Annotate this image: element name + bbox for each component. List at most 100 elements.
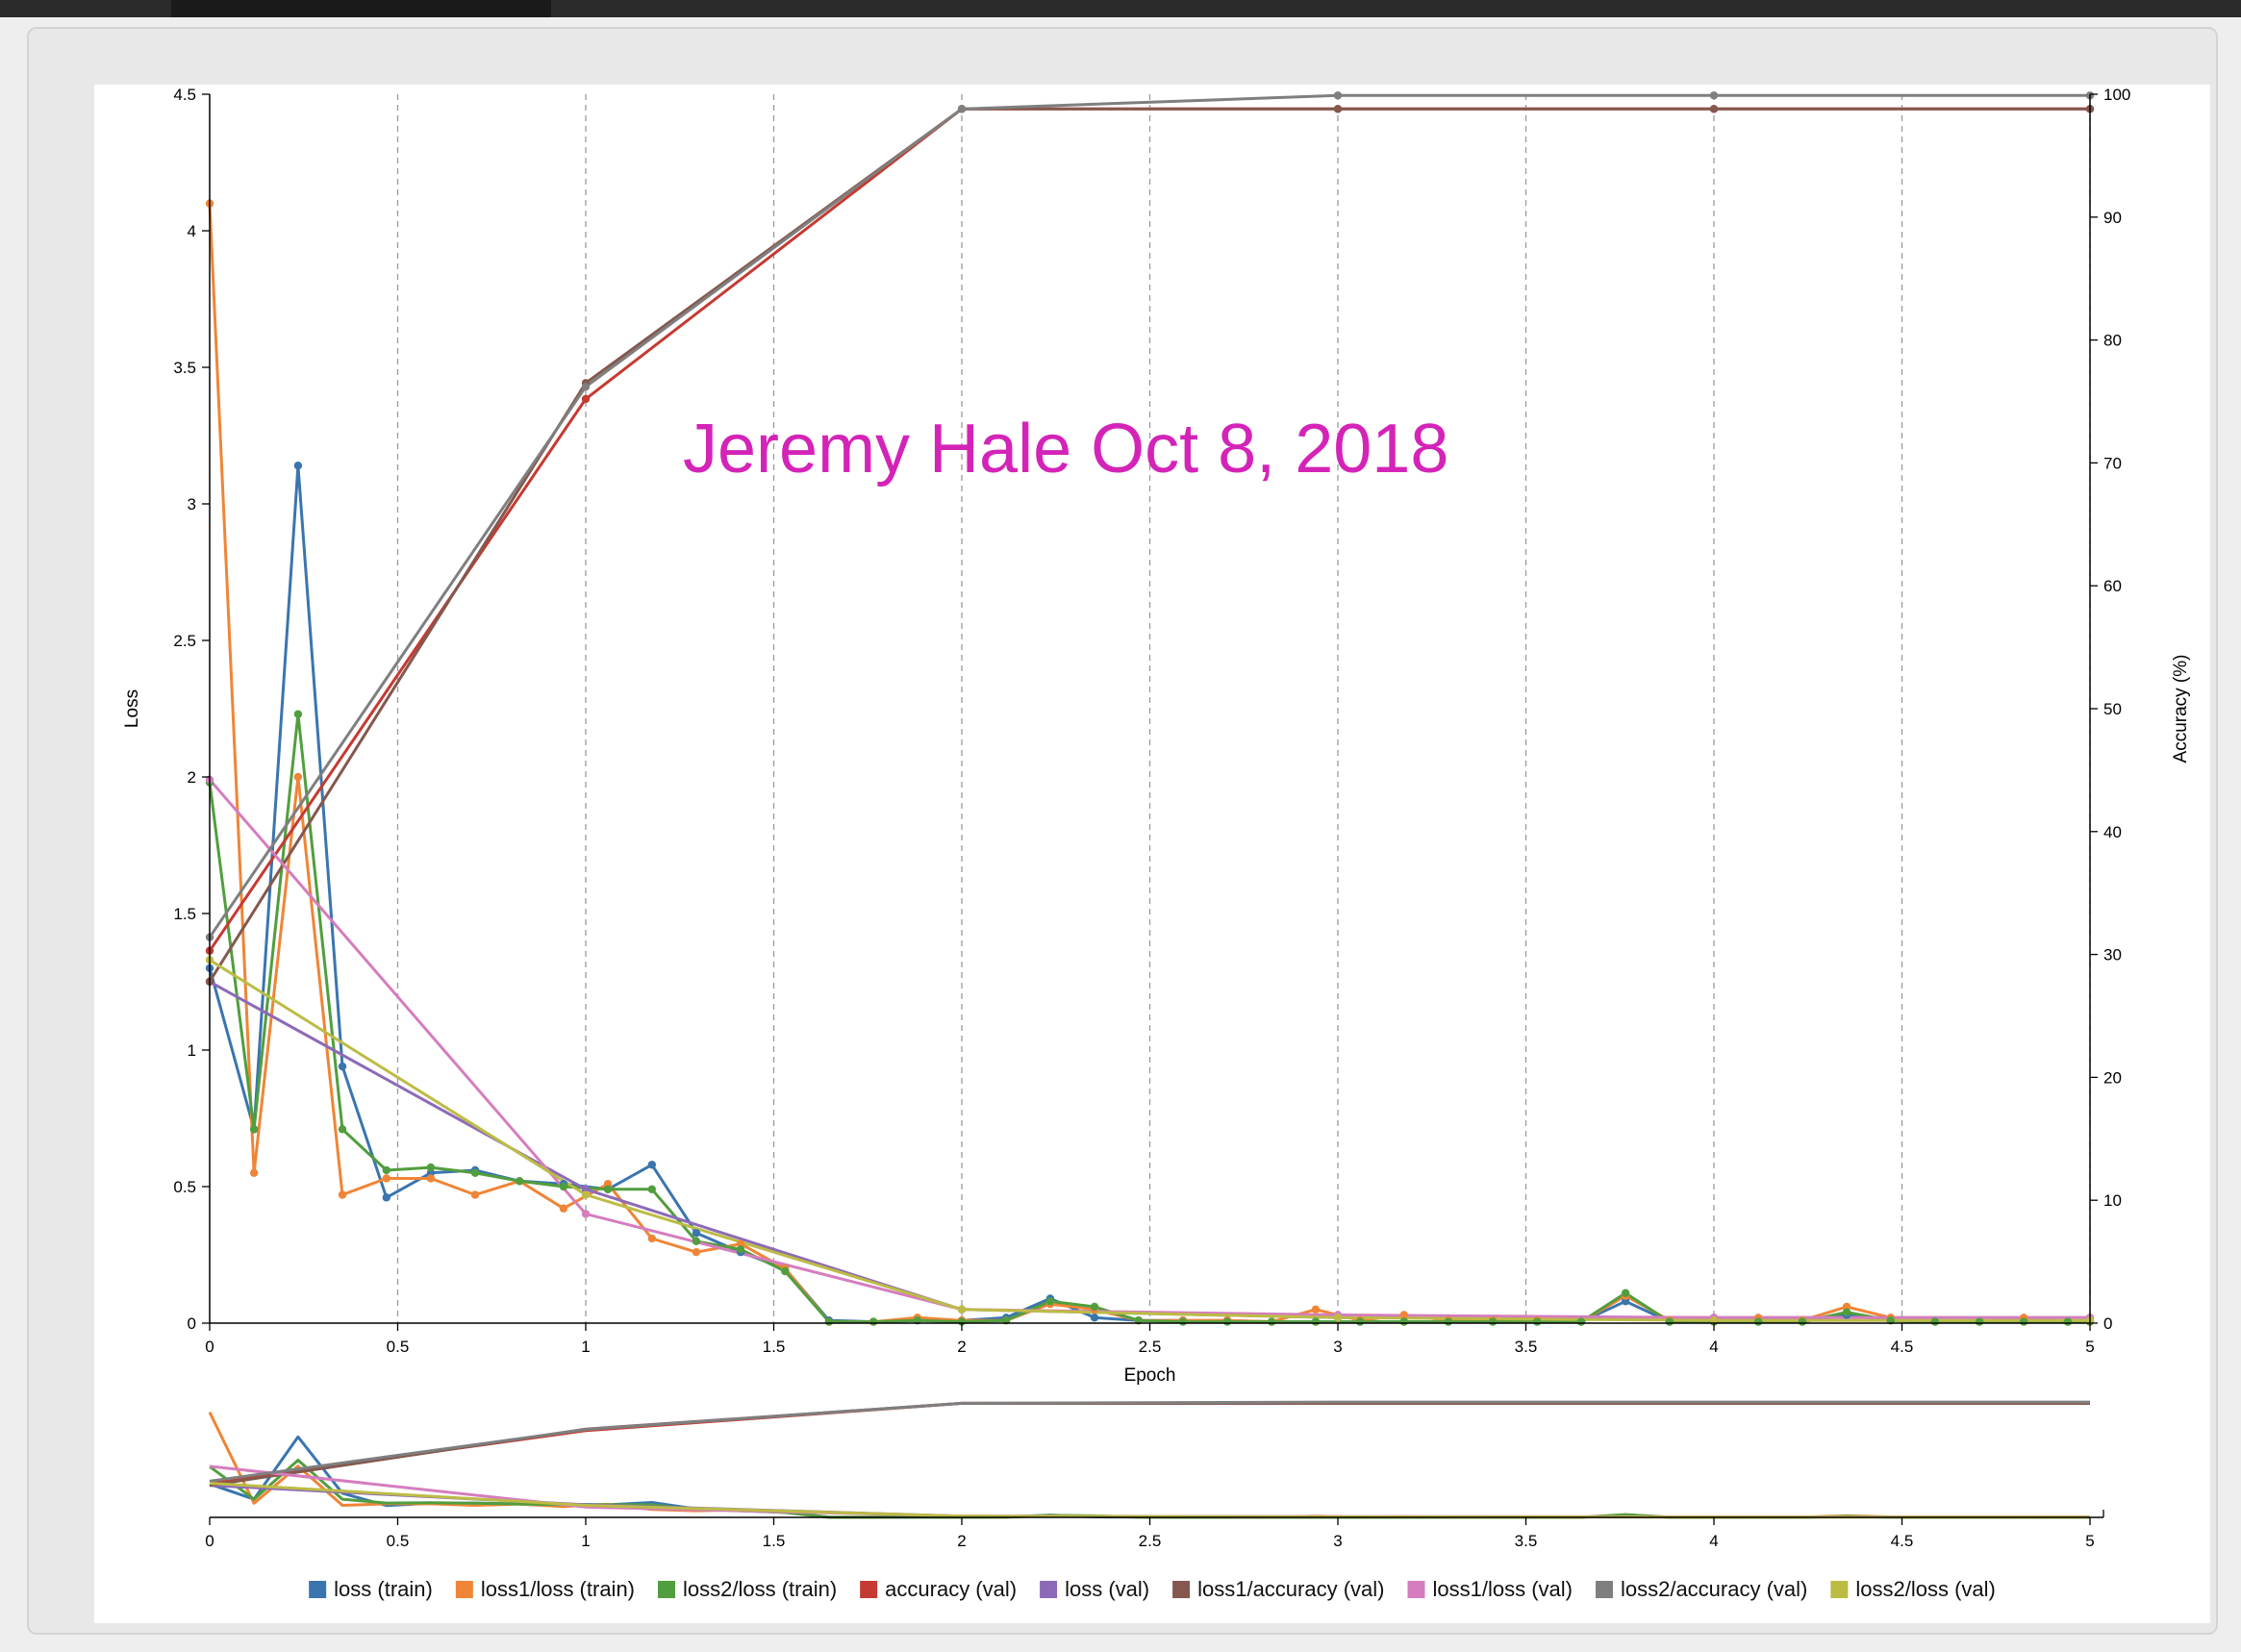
legend-swatch [658,1581,675,1598]
y-axis-label: Loss [122,689,142,728]
context-x-tick-label: 4.5 [1891,1532,1914,1550]
legend-swatch [1830,1581,1849,1598]
data-point [692,1237,701,1246]
data-point [581,1210,591,1218]
data-point [581,382,591,391]
series-line [208,107,2090,983]
legend-swatch [1040,1581,1058,1598]
y2-tick-label: 0 [2103,1314,2112,1333]
x-tick-label: 1.5 [763,1338,786,1356]
data-point [1090,1314,1099,1322]
y2-tick-label: 30 [2103,946,2122,964]
data-point [2019,1317,2028,1326]
context-x-tick-label: 2.5 [1139,1532,1162,1550]
data-point [559,1182,568,1191]
data-point [1533,1317,1542,1326]
legend-swatch [860,1581,878,1598]
data-point [426,1174,436,1183]
data-point [1621,1289,1630,1297]
data-point [293,710,303,718]
x-tick-label: 3.5 [1515,1338,1538,1356]
grid-layer [396,94,2091,1323]
series-line [209,1400,2090,1483]
data-point [1399,1317,1409,1326]
data-point [1311,1317,1321,1326]
data-point [1090,1302,1099,1312]
data-point [647,1161,657,1169]
x-tick-label: 2.5 [1139,1338,1162,1356]
data-point [2063,1317,2073,1326]
data-point [1333,91,1343,100]
context-x-tick-label: 2 [957,1532,966,1550]
main-series-layer [208,93,2090,1324]
data-point [1267,1317,1276,1326]
y2-tick-label: 10 [2103,1191,2122,1210]
data-point [382,1165,390,1175]
data-point [382,1193,390,1202]
legend-item[interactable]: loss2/loss (train) [658,1577,837,1601]
legend-swatch [309,1581,327,1598]
legend-swatch [455,1581,473,1598]
legend-label: loss2/loss (val) [1855,1577,1995,1601]
data-point [1399,1311,1409,1319]
series-line [209,980,2090,1319]
axes-layer: 00.511.522.533.544.501020304050607080901… [122,86,2191,1386]
data-point [470,1168,480,1178]
legend-item[interactable]: loss2/accuracy (val) [1595,1577,1807,1601]
legend: loss (train) loss1/loss (train) loss2/loss… [309,1577,1996,1601]
data-point [581,394,591,404]
data-point [824,1317,834,1326]
data-point [692,1229,701,1238]
legend-item[interactable]: loss (train) [309,1577,433,1601]
context-x-tick-label: 0.5 [387,1532,410,1550]
legend-swatch [1595,1581,1613,1598]
context-x-tick-label: 5 [2085,1532,2094,1550]
context-brush-area[interactable] [210,1392,2090,1517]
data-point [781,1266,790,1276]
data-point [1665,1317,1674,1326]
legend-item[interactable]: accuracy (val) [860,1577,1017,1601]
legend-item[interactable]: loss (val) [1040,1577,1149,1601]
data-point [647,1185,657,1194]
x-tick-label: 0 [205,1338,214,1356]
data-point [1753,1317,1763,1326]
y-tick-label: 0.5 [173,1178,196,1196]
y2-tick-label: 20 [2103,1068,2122,1087]
plot-area: 0 0.5 1 1.5 2 2.5 3 3.5 4 4.5 0 10 20 30 40 50 60 70 80 90 1… [94,85,2210,1623]
y-tick-label: 2 [188,768,196,787]
legend-label: loss2/accuracy (val) [1621,1577,1807,1601]
data-point [515,1177,524,1186]
data-point [736,1245,745,1254]
legend-label: accuracy (val) [885,1577,1017,1601]
data-point [338,1125,347,1134]
data-point [559,1204,568,1213]
y2-tick-label: 90 [2103,209,2122,227]
legend-item[interactable]: loss1/loss (train) [455,1577,635,1601]
data-point [338,1062,347,1071]
data-point [957,105,967,113]
data-point [1444,1317,1453,1326]
data-point [1488,1317,1498,1326]
y2-tick-label: 50 [2103,700,2122,718]
data-point [470,1190,480,1199]
data-point [382,1174,390,1183]
legend-item[interactable]: loss1/accuracy (val) [1172,1577,1384,1601]
browser-tab[interactable] [171,0,551,17]
data-point [1222,1317,1232,1326]
context-x-tick-label: 3 [1333,1532,1342,1550]
data-point [1975,1317,1984,1326]
data-point [249,1168,259,1178]
legend-item[interactable]: loss1/loss (val) [1407,1577,1573,1601]
data-point [1333,105,1343,113]
legend-label: loss1/loss (train) [481,1577,635,1601]
data-point [1333,1314,1343,1322]
y2-axis-label: Accuracy (%) [2171,655,2191,763]
y2-tick-label: 60 [2103,577,2122,595]
y-tick-label: 0 [188,1314,196,1333]
watermark-text: Jeremy Hale Oct 8, 2018 [683,411,1448,488]
legend-item[interactable]: loss2/loss (val) [1830,1577,1996,1601]
data-point [647,1234,657,1243]
data-point [338,1190,347,1199]
y2-tick-label: 100 [2103,86,2130,104]
data-point [957,1305,967,1314]
